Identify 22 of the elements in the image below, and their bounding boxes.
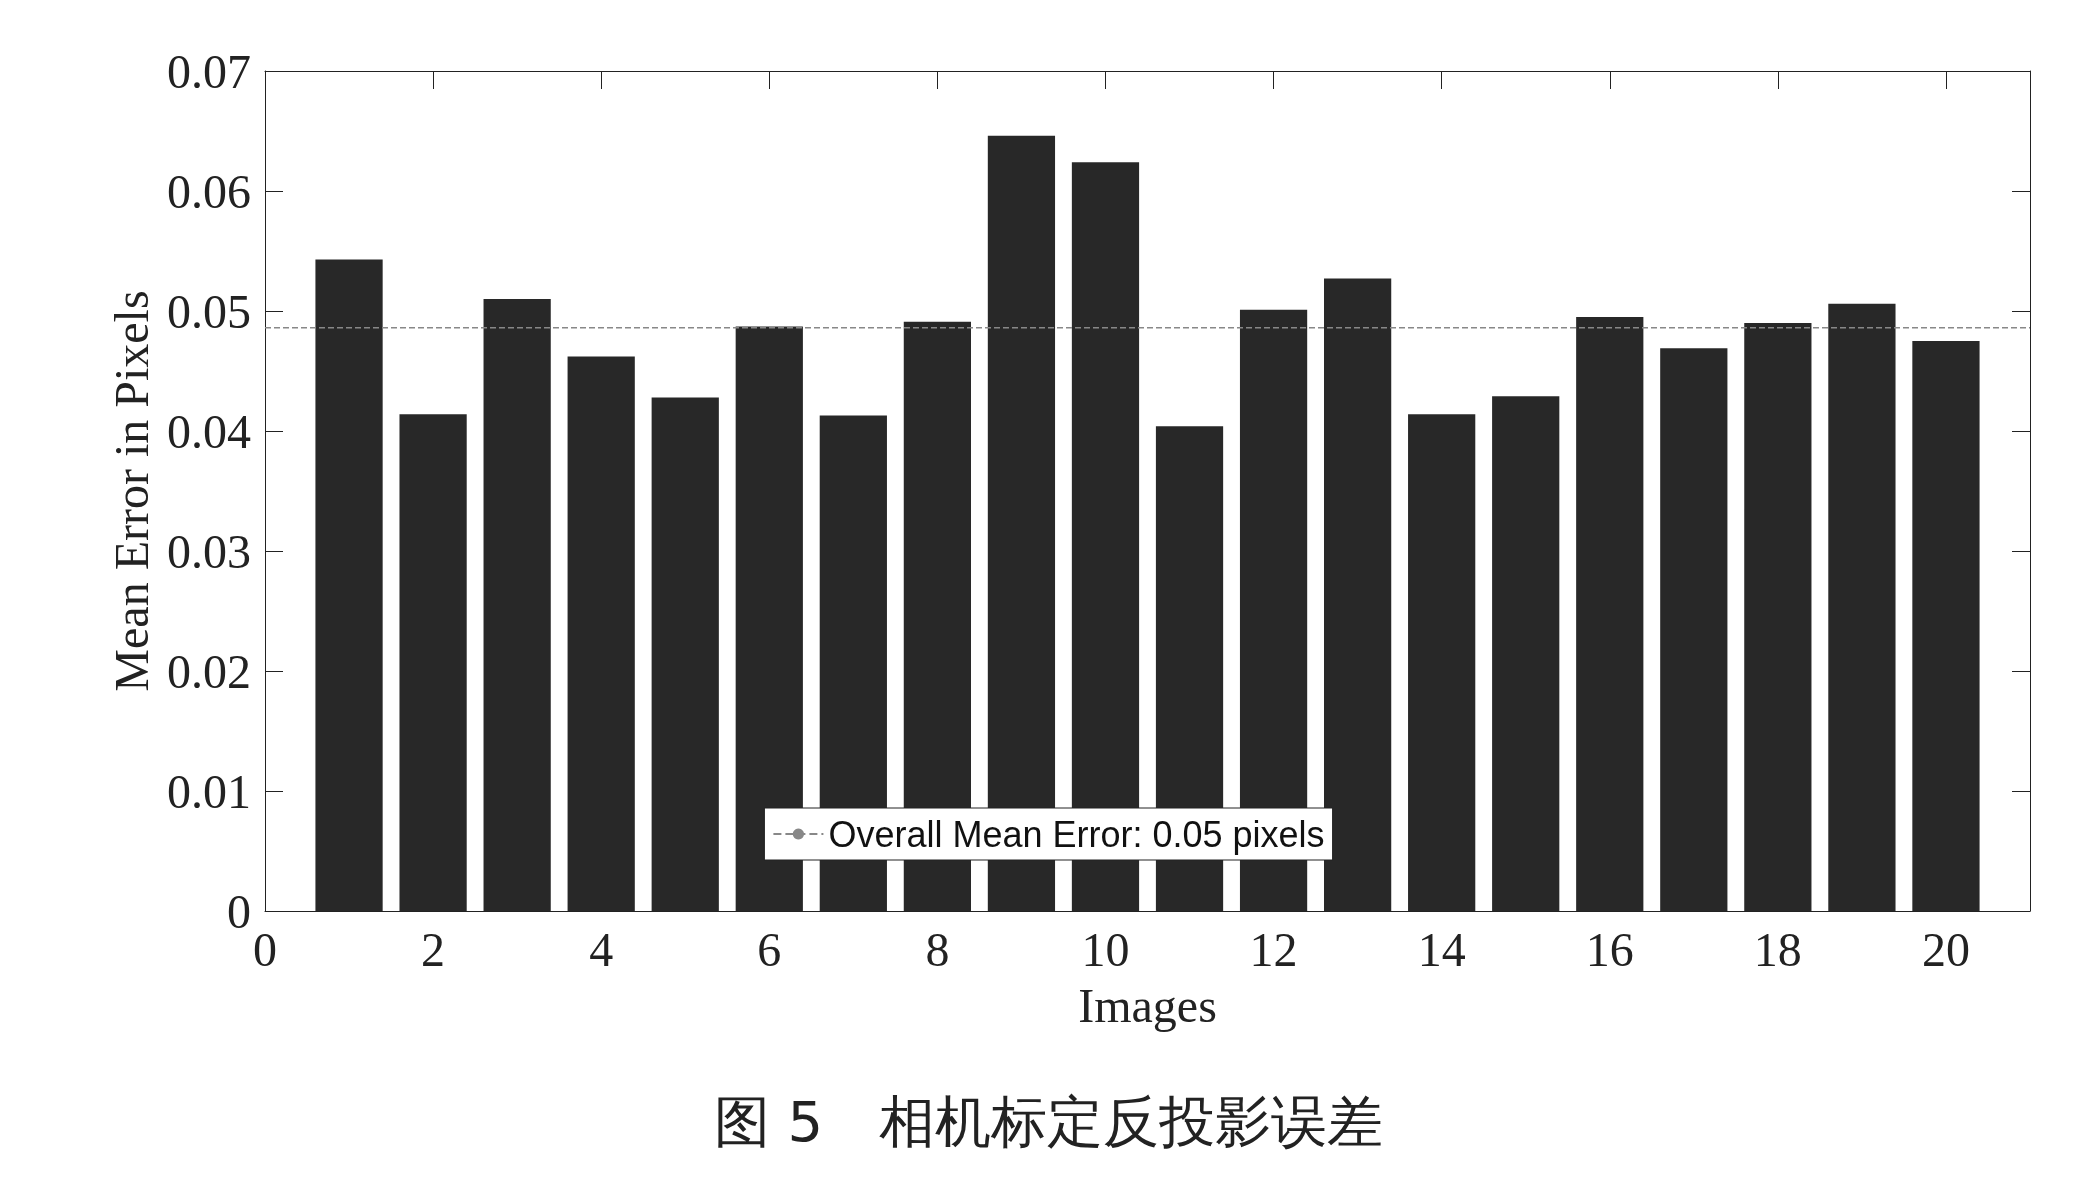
legend-label: Overall Mean Error: 0.05 pixels [828, 813, 1325, 855]
x-tick-label: 4 [589, 922, 614, 976]
y-tick-label: 0.03 [167, 524, 251, 578]
x-tick-label: 10 [1081, 922, 1130, 976]
y-axis-title: Mean Error in Pixels [104, 290, 158, 692]
x-tick-label: 8 [925, 922, 950, 976]
text: 图 5 相机标定反投影误差 [713, 1088, 1384, 1154]
y-tick-label: 0.05 [167, 284, 251, 338]
y-tick-label: 0.02 [167, 644, 251, 698]
x-tick-label: 6 [757, 922, 782, 976]
x-tick-label: 20 [1921, 922, 1970, 976]
x-tick-label: 12 [1249, 922, 1298, 976]
x-axis-title: Images [1078, 978, 1217, 1032]
y-tick-label: 0.01 [167, 764, 251, 818]
x-tick-label: 18 [1753, 922, 1802, 976]
y-tick-label: 0.04 [167, 404, 251, 458]
y-tick-label: 0.07 [167, 44, 251, 98]
y-tick-label: 0 [227, 884, 251, 938]
y-tick-label: 0.06 [167, 164, 251, 218]
x-tick-label: 2 [421, 922, 446, 976]
x-tick-label: 14 [1417, 922, 1466, 976]
x-tick-label: 16 [1585, 922, 1634, 976]
